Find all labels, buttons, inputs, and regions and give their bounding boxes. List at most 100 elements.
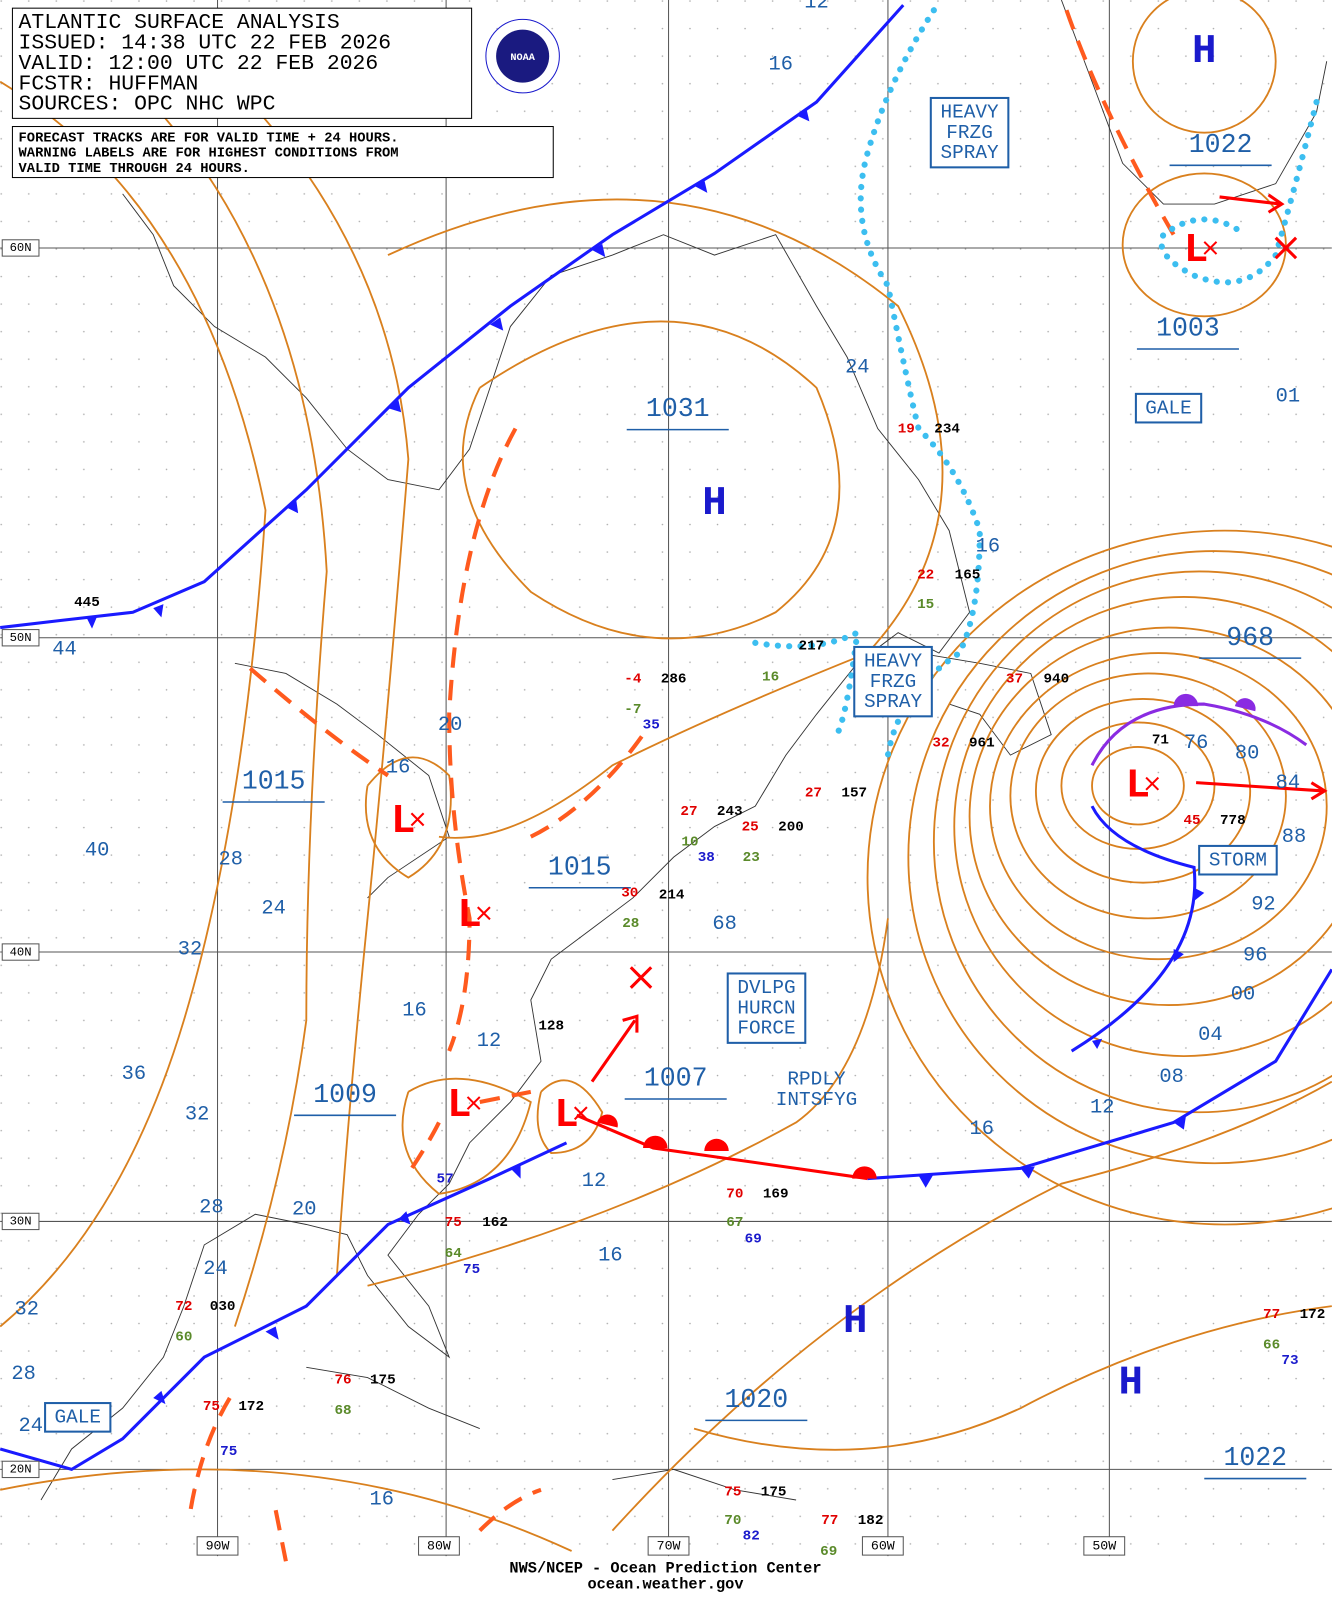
warning-text: HURCN [737, 997, 795, 1019]
logo [496, 29, 550, 83]
isobar-label: 16 [769, 54, 793, 77]
warning-text: FORCE [737, 1018, 795, 1040]
lat-label-box [1, 1212, 40, 1231]
station-value: 73 [1281, 1353, 1298, 1369]
station-value: 77 [1263, 1307, 1280, 1323]
station-value: 35 [643, 717, 660, 733]
warning-box [853, 645, 933, 718]
isobar-label: 04 [1198, 1024, 1222, 1047]
station-value: 175 [761, 1485, 787, 1501]
high-center: H [1192, 29, 1216, 75]
isobar-label: 76 [1184, 732, 1208, 755]
low-center: L [554, 1093, 578, 1139]
station-value: 961 [969, 736, 995, 752]
station-value: 27 [680, 804, 697, 820]
isobar-label: 12 [582, 1170, 606, 1193]
isobar-label: 08 [1159, 1066, 1183, 1089]
isobar-label: 16 [402, 1000, 426, 1023]
warning-text: HEAVY [864, 650, 923, 672]
station-value: 175 [370, 1372, 396, 1388]
station-value: 778 [1220, 813, 1246, 829]
fronts [0, 4, 1332, 1472]
isobar-label: 24 [19, 1415, 43, 1438]
isobar-label: 16 [976, 535, 1000, 558]
station-value: 030 [210, 1299, 236, 1315]
low-x [466, 1096, 481, 1110]
isobar-label: 20 [292, 1199, 316, 1222]
header-line: ISSUED: 14:38 UTC 22 FEB 2026 [19, 32, 392, 56]
warning-box [1134, 392, 1203, 424]
isobar-label: 32 [14, 1299, 38, 1322]
isobar-label: 1015 [548, 852, 612, 882]
note-line: VALID TIME THROUGH 24 HOURS. [19, 162, 250, 177]
station-value: 162 [482, 1215, 508, 1231]
lat-label: 60N [10, 241, 32, 255]
low-center: L [1126, 763, 1150, 809]
station-value: 70 [724, 1513, 741, 1529]
station-value: 28 [622, 916, 639, 932]
isobar-label: 24 [203, 1258, 227, 1281]
isobar-label: 28 [219, 849, 243, 872]
high-center: H [702, 481, 726, 527]
isobar-label: 24 [845, 357, 869, 380]
station-value: 70 [726, 1187, 743, 1203]
lon-label: 70W [657, 1538, 681, 1553]
station-value: 214 [659, 888, 685, 904]
note-line: FORECAST TRACKS ARE FOR VALID TIME + 24 … [19, 131, 399, 146]
station-value: 19 [898, 421, 915, 437]
forecast-tracks [590, 193, 1328, 1083]
isobar-label: 96 [1243, 944, 1267, 967]
isobar-label: 28 [199, 1197, 223, 1220]
station-value: 16 [762, 669, 779, 685]
station-value: 234 [934, 421, 960, 437]
low-x [573, 1106, 588, 1121]
lat-label: 20N [10, 1463, 32, 1477]
header-line: ATLANTIC SURFACE ANALYSIS [19, 11, 340, 35]
annotation: RPDLY [787, 1069, 846, 1091]
note-line: WARNING LABELS ARE FOR HIGHEST CONDITION… [19, 147, 399, 162]
lon-label: 60W [871, 1538, 895, 1553]
station-value: 445 [74, 595, 100, 611]
lon-label: 80W [427, 1538, 451, 1553]
header-line: FCSTR: HUFFMAN [19, 72, 199, 96]
isobar-label: 84 [1276, 772, 1300, 795]
station-value: 15 [917, 597, 934, 613]
low-x [477, 906, 491, 921]
isobar-label: 28 [11, 1363, 35, 1386]
isobar-label: 1007 [644, 1064, 708, 1094]
ice-edges [752, 7, 1320, 759]
low-center: L [447, 1083, 471, 1129]
station-value: 172 [238, 1399, 264, 1415]
isobar-label: 16 [970, 1118, 994, 1141]
isobar-label: 968 [1226, 623, 1274, 653]
station-value: 30 [621, 886, 638, 902]
isobar-label: 16 [370, 1488, 394, 1511]
station-value: 68 [334, 1403, 351, 1419]
isobar-label: 32 [178, 938, 202, 961]
station-value: 75 [463, 1262, 480, 1278]
isobar-label: 1003 [1156, 314, 1220, 344]
lon-label: 50W [1092, 1538, 1116, 1553]
header-box [11, 7, 473, 119]
low-x [1145, 776, 1160, 791]
isobar-label: 92 [1251, 893, 1275, 916]
lon-label-box [647, 1536, 690, 1556]
station-value: 45 [1183, 813, 1200, 829]
warning-text: GALE [1145, 397, 1192, 419]
isobar-label: 00 [1231, 983, 1255, 1006]
station-value: 243 [717, 804, 743, 820]
isobar-label: 1022 [1223, 1443, 1287, 1473]
header-line: VALID: 12:00 UTC 22 FEB 2026 [19, 52, 379, 76]
isobar-label: 1009 [313, 1080, 377, 1110]
warning-text: HEAVY [941, 101, 1000, 123]
header-line: SOURCES: OPC NHC WPC [19, 93, 276, 117]
isobar-label: 68 [712, 913, 736, 936]
station-value: 72 [175, 1299, 192, 1315]
lat-label: 50N [10, 631, 32, 645]
station-value: 64 [445, 1246, 463, 1262]
warning-text: SPRAY [864, 691, 923, 713]
station-value: -7 [624, 702, 641, 718]
isobar-label: 1031 [646, 394, 710, 424]
isobar-label: 20 [438, 714, 462, 737]
station-value: 217 [799, 639, 825, 655]
